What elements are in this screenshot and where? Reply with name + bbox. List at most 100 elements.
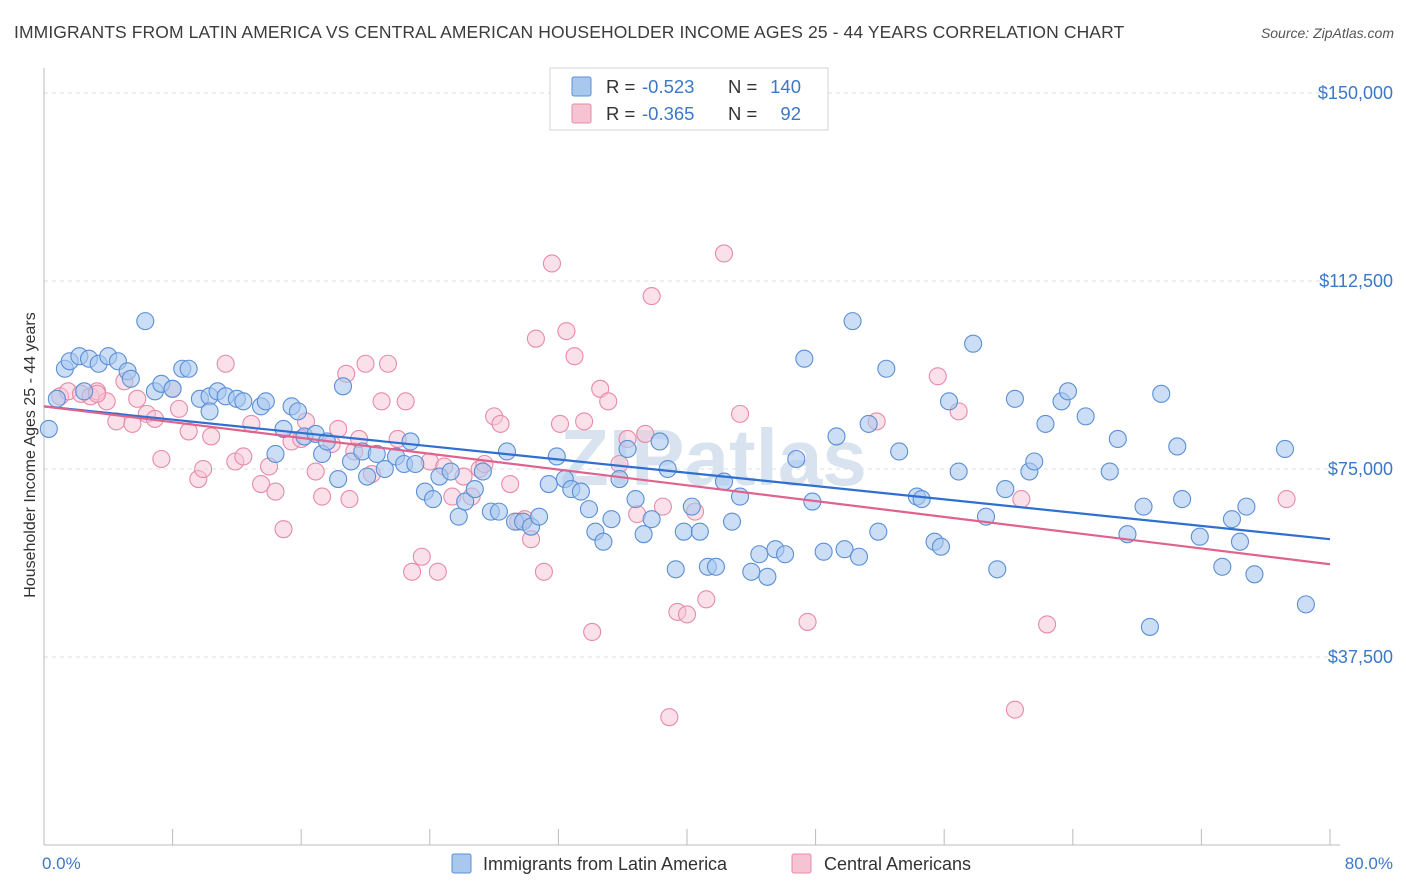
point-central-american-76: [660, 708, 679, 727]
trend-line-central-americans: [43, 405, 1331, 566]
point-latin-america-16: [179, 359, 198, 378]
point-central-american-73: [636, 424, 655, 443]
point-central-american-55: [491, 414, 510, 433]
point-central-american-18: [202, 427, 221, 446]
y-tick-label-3: $150,000: [1318, 83, 1393, 103]
x-tick-label-0: 0.0%: [42, 854, 81, 873]
point-latin-america-120: [1108, 429, 1127, 448]
point-central-american-60: [526, 329, 545, 348]
point-central-american-43: [396, 392, 415, 411]
point-central-american-56: [501, 475, 520, 494]
legend-r-value-blue: -0.523: [642, 76, 694, 97]
point-latin-america-114: [1025, 452, 1044, 471]
point-latin-america-126: [1173, 490, 1192, 509]
legend-n-value-blue: 140: [770, 76, 801, 97]
legend-r-label-2: R =: [606, 103, 635, 124]
point-central-american-35: [340, 490, 359, 509]
point-latin-america-101: [890, 442, 909, 461]
point-latin-america-98: [859, 414, 878, 433]
point-latin-america-67: [594, 532, 613, 551]
point-latin-america-27: [274, 419, 293, 438]
y-tick-labels: $37,500 $75,000 $112,500 $150,000: [1318, 83, 1393, 667]
point-central-american-89: [1038, 615, 1057, 634]
point-latin-america-112: [1005, 389, 1024, 408]
point-latin-america-23: [234, 392, 253, 411]
point-latin-america-90: [787, 449, 806, 469]
point-central-american-65: [565, 347, 584, 366]
point-latin-america-69: [610, 469, 629, 489]
point-latin-america-97: [849, 547, 869, 566]
chart-title: IMMIGRANTS FROM LATIN AMERICA VS CENTRAL…: [14, 22, 1125, 42]
point-latin-america-108: [964, 334, 983, 353]
point-central-american-15: [179, 422, 198, 441]
point-central-american-21: [234, 447, 253, 466]
point-central-american-78: [677, 605, 697, 624]
point-latin-america-1: [47, 389, 66, 408]
point-latin-america-54: [489, 502, 508, 521]
point-latin-america-44: [406, 454, 425, 474]
axes: [43, 68, 1340, 846]
point-central-american-87: [1005, 700, 1024, 719]
point-latin-america-19: [200, 402, 219, 421]
point-latin-america-118: [1076, 407, 1095, 426]
y-tick-label-1: $75,000: [1328, 459, 1393, 479]
point-latin-america-70: [618, 439, 637, 459]
point-central-american-80: [697, 590, 716, 609]
point-central-american-74: [642, 287, 661, 306]
point-latin-america-38: [358, 467, 377, 486]
point-central-american-22: [242, 414, 261, 433]
point-central-american-62: [542, 254, 562, 273]
point-latin-america-85: [742, 562, 761, 581]
point-latin-america-129: [1222, 510, 1241, 529]
point-central-american-30: [306, 462, 325, 481]
point-latin-america-76: [666, 560, 685, 579]
point-latin-america-71: [626, 490, 645, 509]
y-tick-label-2: $112,500: [1319, 271, 1393, 291]
point-latin-america-50: [456, 492, 475, 511]
point-latin-america-93: [814, 542, 833, 561]
point-latin-america-49: [449, 507, 468, 526]
point-central-american-85: [928, 367, 947, 386]
point-latin-america-107: [949, 462, 968, 481]
point-central-american-47: [428, 562, 447, 581]
point-central-american-19: [216, 354, 235, 373]
point-latin-america-51: [465, 480, 484, 499]
point-central-american-83: [798, 612, 817, 631]
point-central-american-17: [194, 459, 213, 479]
point-latin-america-100: [877, 359, 896, 378]
point-central-american-67: [583, 622, 602, 641]
point-central-american-64: [557, 322, 576, 341]
point-latin-america-14: [163, 379, 182, 398]
point-latin-america-78: [682, 497, 701, 516]
legend-swatch-blue: [571, 76, 592, 97]
point-latin-america-117: [1058, 382, 1078, 401]
point-latin-america-0: [39, 419, 58, 438]
point-latin-america-35: [333, 377, 353, 396]
point-latin-america-55: [497, 442, 517, 461]
point-latin-america-60: [539, 475, 558, 494]
point-latin-america-132: [1245, 565, 1264, 584]
point-latin-america-105: [931, 537, 951, 556]
point-latin-america-123: [1140, 617, 1160, 636]
point-latin-america-110: [988, 560, 1007, 579]
point-latin-america-95: [835, 540, 854, 559]
point-central-american-44: [403, 562, 422, 581]
point-central-american-63: [550, 414, 570, 433]
point-latin-america-25: [256, 392, 275, 411]
point-latin-america-106: [939, 392, 959, 411]
point-latin-america-81: [706, 557, 725, 576]
point-latin-america-43: [401, 432, 420, 451]
point-latin-america-29: [288, 402, 308, 421]
bottom-legend-label-pink: Central Americans: [824, 854, 971, 874]
point-latin-america-52: [473, 462, 492, 481]
source-label: Source: ZipAtlas.com: [1260, 25, 1394, 41]
point-central-american-45: [412, 547, 431, 566]
point-central-american-82: [730, 404, 750, 423]
point-central-american-88: [1012, 490, 1031, 509]
point-central-american-23: [251, 475, 271, 494]
point-latin-america-86: [750, 545, 769, 564]
point-latin-america-128: [1213, 557, 1232, 576]
legend-r-label: R =: [606, 76, 635, 97]
y-tick-label-0: $37,500: [1328, 647, 1393, 667]
